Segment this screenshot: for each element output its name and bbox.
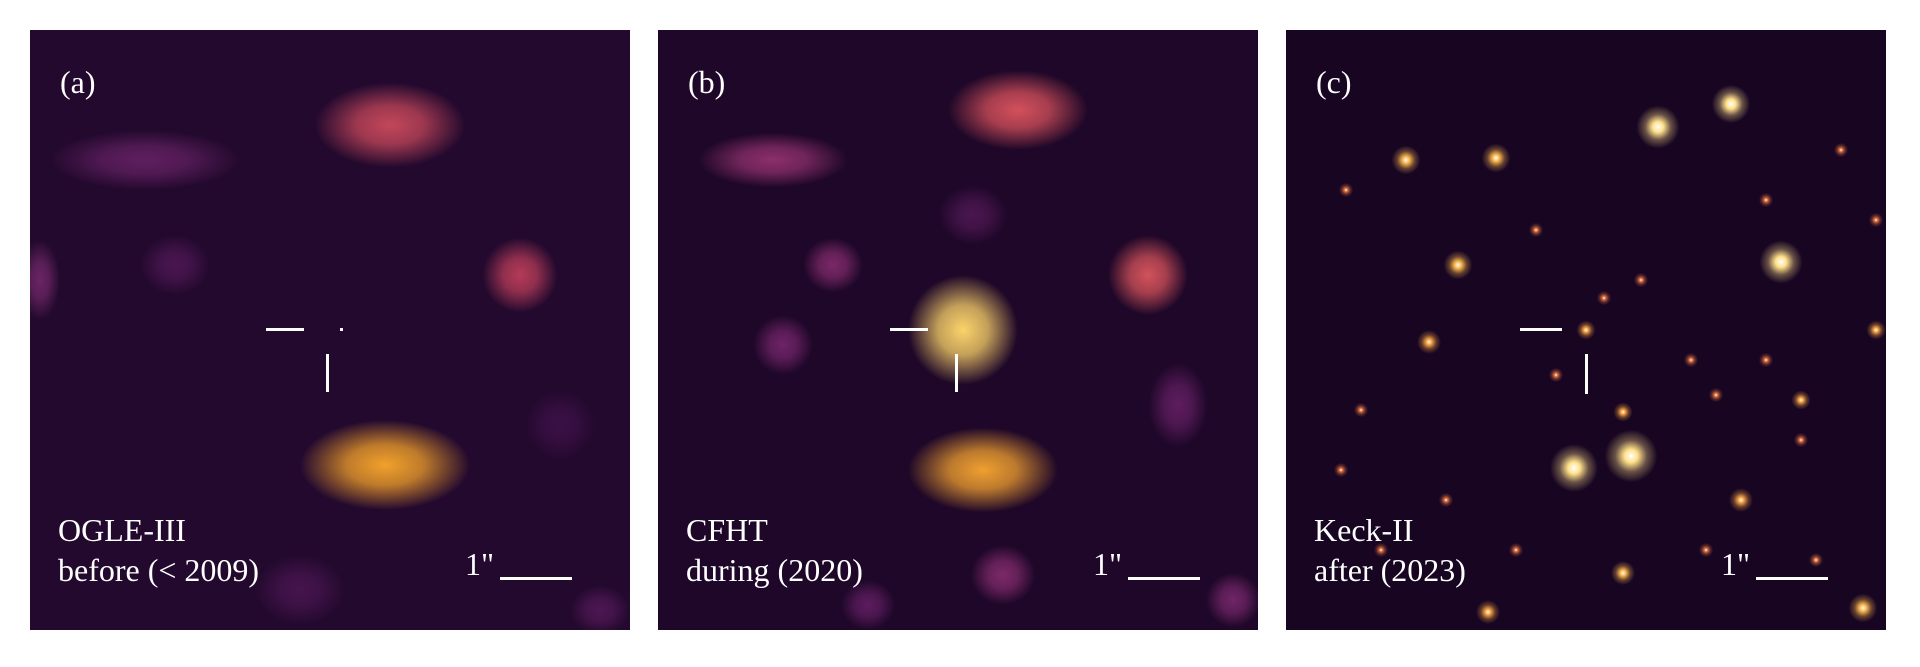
panel-c-tag: (c) [1316,64,1352,100]
star-source [1528,222,1544,238]
blurred-source [570,585,630,630]
star-source [1711,84,1751,124]
blurred-source [948,70,1088,150]
blurred-source [315,82,465,168]
star-source [1550,444,1598,492]
blurred-source [938,185,1008,245]
blurred-source [753,315,813,375]
panel-c: (c) Keck-II after (2023) 1" [1286,30,1886,630]
star-source [1848,593,1878,623]
blurred-source [908,427,1058,513]
star-source [1636,105,1680,149]
star-source [1793,432,1809,448]
blurred-source [50,130,240,190]
star-source [1548,367,1564,383]
panel-b-instrument: CFHT [686,512,768,548]
panel-b-scale-label: 1" [1093,546,1123,582]
blurred-source [803,237,863,293]
star-source [1708,387,1724,403]
star-source [1481,143,1511,173]
panel-a-scale-label: 1" [465,546,495,582]
blurred-source [30,240,60,320]
blurred-source [908,275,1018,385]
panel-b-marker-vertical [955,354,958,392]
star-source [1868,212,1884,228]
star-source [1866,320,1886,340]
blurred-source [482,237,558,313]
blurred-source [970,545,1036,605]
star-source [1698,542,1714,558]
panel-b: (b) CFHT during (2020) 1" [658,30,1258,630]
panel-a-scale-bar [500,577,572,580]
star-source [1808,552,1824,568]
blurred-source [1205,572,1258,628]
star-source [1633,272,1649,288]
star-source [1758,352,1774,368]
star-source [1443,250,1473,280]
panel-a: (a) OGLE-III before (< 2009) 1" [30,30,630,630]
panel-b-marker-horizontal [890,328,928,331]
star-source [1508,542,1524,558]
star-source [1604,429,1658,483]
panel-b-tag: (b) [688,64,726,100]
star-source [1833,142,1849,158]
star-source [1576,320,1596,340]
star-source [1613,402,1633,422]
blurred-source [840,580,896,630]
panel-a-marker-horizontal [266,328,304,331]
blurred-source [255,555,345,625]
panel-a-marker-dot [340,328,343,331]
blurred-source [300,420,470,510]
star-source [1729,488,1753,512]
blurred-source [698,132,848,188]
star-source [1596,290,1612,306]
panel-a-tag: (a) [60,64,96,100]
star-source [1476,600,1500,624]
panel-c-instrument: Keck-II [1314,512,1414,548]
star-source [1438,492,1454,508]
star-source [1759,240,1803,284]
panel-b-epoch: during (2020) [686,552,863,588]
panel-c-epoch: after (2023) [1314,552,1466,588]
star-source [1338,182,1354,198]
panel-c-image [1286,30,1886,630]
star-source [1333,462,1349,478]
blurred-source [1148,362,1208,448]
star-source [1417,330,1441,354]
panel-a-instrument: OGLE-III [58,512,186,548]
panel-c-scale-label: 1" [1721,546,1751,582]
star-source [1683,352,1699,368]
panel-b-scale-bar [1128,577,1200,580]
blurred-source [140,235,210,295]
panel-b-image [658,30,1258,630]
blurred-source [1108,235,1188,315]
panel-c-marker-vertical [1585,354,1588,394]
panel-a-image [30,30,630,630]
star-source [1791,390,1811,410]
panel-a-marker-vertical [326,354,329,392]
star-source [1353,402,1369,418]
panel-a-epoch: before (< 2009) [58,552,260,588]
star-source [1758,192,1774,208]
panel-c-marker-horizontal [1520,328,1562,331]
panel-c-scale-bar [1756,577,1828,580]
star-source [1611,561,1635,585]
star-source [1373,542,1389,558]
star-source [1391,145,1421,175]
blurred-source [525,390,595,460]
